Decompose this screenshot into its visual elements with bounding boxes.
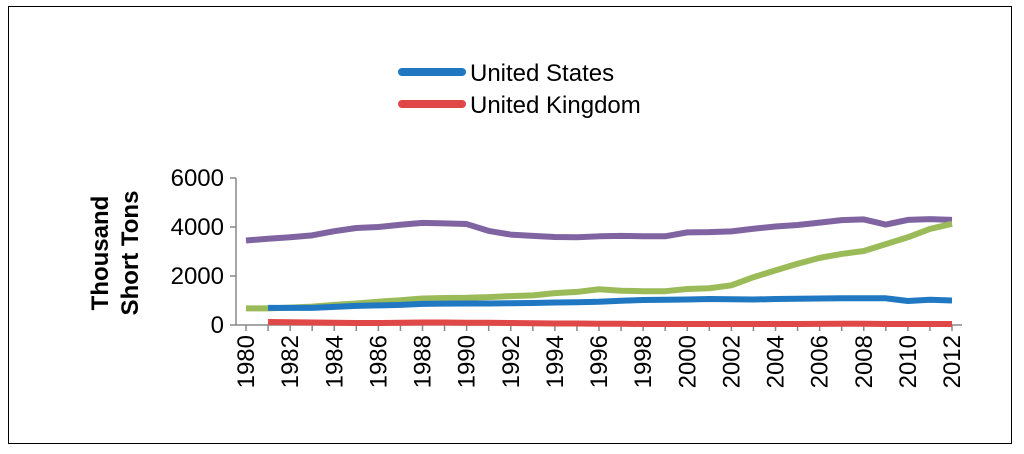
x-tick-label: 1998 (630, 335, 657, 388)
x-tick-label: 2008 (851, 335, 878, 388)
x-tick-label: 1982 (277, 335, 304, 388)
x-tick-label: 1992 (498, 335, 525, 388)
y-axis-title-line-2: Short Tons (117, 191, 144, 316)
x-tick-label: 1988 (410, 335, 437, 388)
x-tick-label: 1990 (454, 335, 481, 388)
x-tick-label: 1996 (586, 335, 613, 388)
y-tick-label: 0 (211, 312, 224, 339)
legend-label-2: United States (470, 60, 614, 87)
x-tick-label: 2012 (939, 335, 966, 388)
y-axis-title: Thousand Short Tons (87, 191, 144, 316)
y-tick-label: 2000 (171, 263, 224, 290)
chart-frame (8, 6, 1012, 444)
x-tick-label: 1984 (321, 335, 348, 388)
x-tick-label: 1986 (365, 335, 392, 388)
y-axis-title-line-1: Thousand (87, 196, 114, 311)
legend-label-3: United Kingdom (470, 92, 641, 119)
y-tick-label: 4000 (171, 214, 224, 241)
x-tick-label: 1980 (233, 335, 260, 388)
x-tick-label: 2002 (718, 335, 745, 388)
series-line-0 (245, 216, 953, 244)
series-line-2 (268, 295, 953, 311)
x-tick-label: 1994 (542, 335, 569, 388)
x-tick-label: 2006 (807, 335, 834, 388)
x-tick-label: 2010 (895, 335, 922, 388)
y-tick-label: 6000 (171, 165, 224, 192)
series-line-3 (268, 319, 952, 328)
x-tick-label: 2004 (763, 335, 790, 388)
x-tick-label: 2000 (674, 335, 701, 388)
